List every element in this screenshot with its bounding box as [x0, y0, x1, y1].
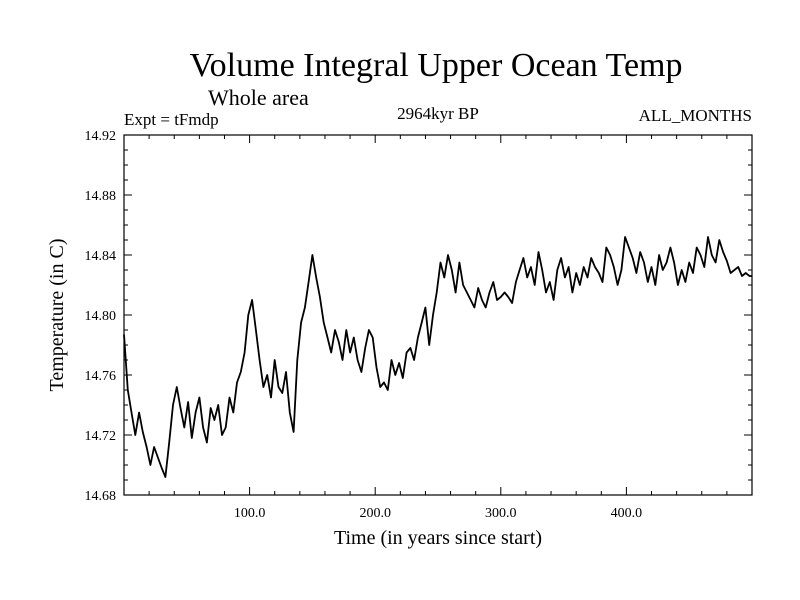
x-tick-label: 200.0 [359, 506, 391, 521]
experiment-label: Expt = tFmdp [124, 110, 219, 129]
y-tick-label: 14.68 [85, 489, 117, 504]
chart-title: Volume Integral Upper Ocean Temp [190, 47, 683, 84]
y-tick-label: 14.80 [85, 309, 117, 324]
y-tick-label: 14.84 [85, 249, 117, 264]
x-axis-label: Time (in years since start) [334, 527, 542, 549]
y-tick-label: 14.72 [85, 429, 117, 444]
x-tick-label: 400.0 [611, 506, 643, 521]
time-period-label: 2964kyr BP [397, 104, 479, 123]
x-tick-label: 300.0 [485, 506, 517, 521]
x-tick-label: 100.0 [234, 506, 266, 521]
plot-marks: 100.0 200.0 300.0 400.0 14.68 14.72 14.76 14.80… [85, 129, 752, 521]
y-tick-label: 14.76 [85, 369, 117, 384]
y-tick-label: 14.88 [85, 189, 117, 204]
y-tick-label: 14.92 [85, 129, 117, 144]
plot-frame [123, 134, 753, 496]
chart-subtitle: Whole area [208, 85, 309, 110]
series-line [123, 236, 752, 478]
y-axis-label: Temperature (in C) [46, 239, 68, 392]
months-label: ALL_MONTHS [639, 106, 752, 125]
